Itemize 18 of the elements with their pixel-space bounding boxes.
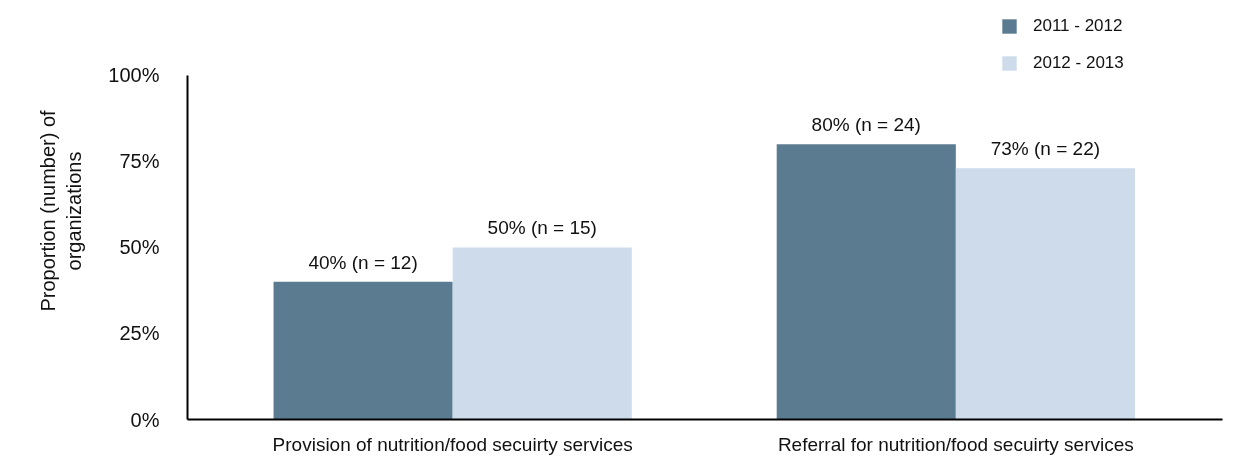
data-label: 50% (n = 15)	[487, 217, 597, 239]
x-tick-label: Referral for nutrition/food secuirty services	[777, 433, 1134, 455]
bar	[955, 168, 1135, 420]
y-axis-title: Proportion (number) of organizations	[36, 109, 86, 312]
data-label: 80% (n = 24)	[811, 114, 921, 136]
legend-label: 2011 - 2012	[1033, 16, 1123, 36]
y-tick-label: 50%	[119, 236, 160, 259]
x-tick-label: Provision of nutrition/food secuirty services	[272, 433, 633, 455]
bar	[776, 144, 956, 420]
bar	[273, 281, 453, 420]
y-tick-label: 75%	[119, 150, 160, 173]
data-label: 40% (n = 12)	[308, 251, 418, 273]
y-tick-label: 0%	[130, 408, 160, 431]
legend-label: 2012 - 2013	[1033, 53, 1124, 73]
data-label: 73% (n = 22)	[990, 138, 1101, 160]
bar	[452, 247, 632, 420]
y-tick-label: 100%	[108, 64, 160, 87]
y-tick-label: 25%	[119, 322, 160, 345]
